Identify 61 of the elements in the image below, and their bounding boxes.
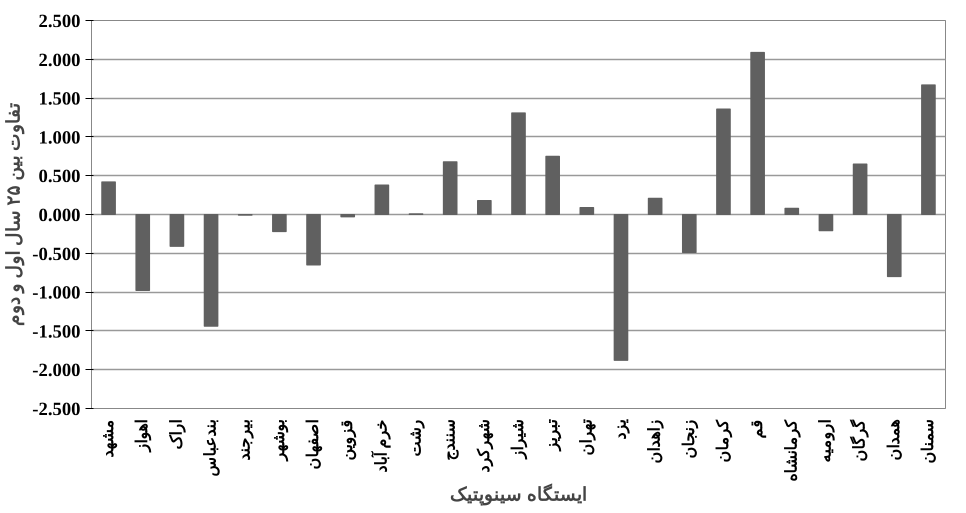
bar bbox=[204, 214, 218, 327]
x-tick-label: ارومیه bbox=[817, 420, 836, 462]
y-tick-label: 1.000 bbox=[38, 127, 81, 148]
x-tick-label: مشهد bbox=[100, 420, 118, 458]
y-axis-title: تفاوت بین ۲۵ سال اول و دوم bbox=[3, 103, 24, 326]
y-tick-label: 0.000 bbox=[38, 205, 81, 226]
x-tick-label: شهرکرد bbox=[476, 420, 494, 472]
bar bbox=[101, 181, 116, 215]
bar bbox=[921, 84, 936, 215]
y-tick-label: -1.500 bbox=[32, 321, 81, 342]
x-tick-label: تبریز bbox=[544, 418, 562, 452]
x-tick-label: شیراز bbox=[510, 420, 528, 460]
x-tick-label: یزد bbox=[612, 418, 630, 440]
x-tick-label: خرم آباد bbox=[369, 420, 392, 472]
x-tick-label: رشت bbox=[408, 420, 426, 456]
bar bbox=[750, 52, 765, 215]
x-tick-label: کرمانشاه bbox=[783, 420, 802, 482]
x-tick-label: بیرجند bbox=[236, 420, 255, 460]
bar bbox=[135, 214, 150, 292]
x-tick-label: اراک bbox=[168, 420, 186, 450]
bar bbox=[818, 214, 834, 232]
x-tick-label: سنندج bbox=[442, 420, 460, 460]
x-tick-label: اصفهان bbox=[305, 420, 324, 470]
y-tick-label: -2.000 bbox=[32, 360, 81, 382]
y-tick-label: -1.000 bbox=[32, 282, 81, 304]
bar bbox=[442, 161, 458, 215]
bar bbox=[477, 200, 492, 215]
bar bbox=[545, 156, 560, 215]
x-tick-label: تهران bbox=[578, 418, 596, 456]
x-axis-title: ایستگاه سینوپتیک bbox=[450, 482, 587, 506]
x-tick-label: گرگان bbox=[850, 420, 870, 462]
x-tick-label: کرمان bbox=[714, 420, 733, 462]
bar bbox=[784, 208, 800, 215]
x-tick-label: اهواز bbox=[134, 420, 152, 452]
x-tick-label: بوشهر bbox=[270, 420, 289, 462]
bar bbox=[886, 214, 902, 278]
x-tick-label: سمنان bbox=[920, 420, 937, 464]
x-tick-label: بندعباس bbox=[202, 420, 221, 476]
y-tick-label: 2.000 bbox=[38, 50, 81, 71]
y-tick-label: -2.500 bbox=[32, 399, 81, 420]
bar bbox=[374, 184, 390, 215]
y-tick-label: -0.500 bbox=[32, 244, 81, 265]
y-tick-label: 0.500 bbox=[38, 166, 81, 188]
bar bbox=[511, 112, 526, 215]
y-tick-label: 1.500 bbox=[38, 88, 81, 110]
bar bbox=[579, 207, 594, 215]
bar bbox=[852, 164, 868, 215]
x-tick-label: قم bbox=[749, 420, 768, 438]
x-tick-label: همدان bbox=[886, 420, 903, 460]
bar bbox=[648, 198, 662, 215]
bar bbox=[306, 214, 321, 266]
x-tick-label: قزوین bbox=[339, 420, 358, 460]
x-tick-label: زنجان bbox=[680, 420, 699, 458]
bar bbox=[716, 108, 731, 215]
bar bbox=[170, 214, 184, 247]
y-tick-label: 2.500 bbox=[38, 11, 81, 32]
bar bbox=[272, 214, 287, 232]
x-tick-label: زاهدان bbox=[646, 420, 665, 464]
bar bbox=[682, 214, 697, 254]
bar bbox=[614, 214, 628, 361]
bar bbox=[340, 214, 356, 218]
